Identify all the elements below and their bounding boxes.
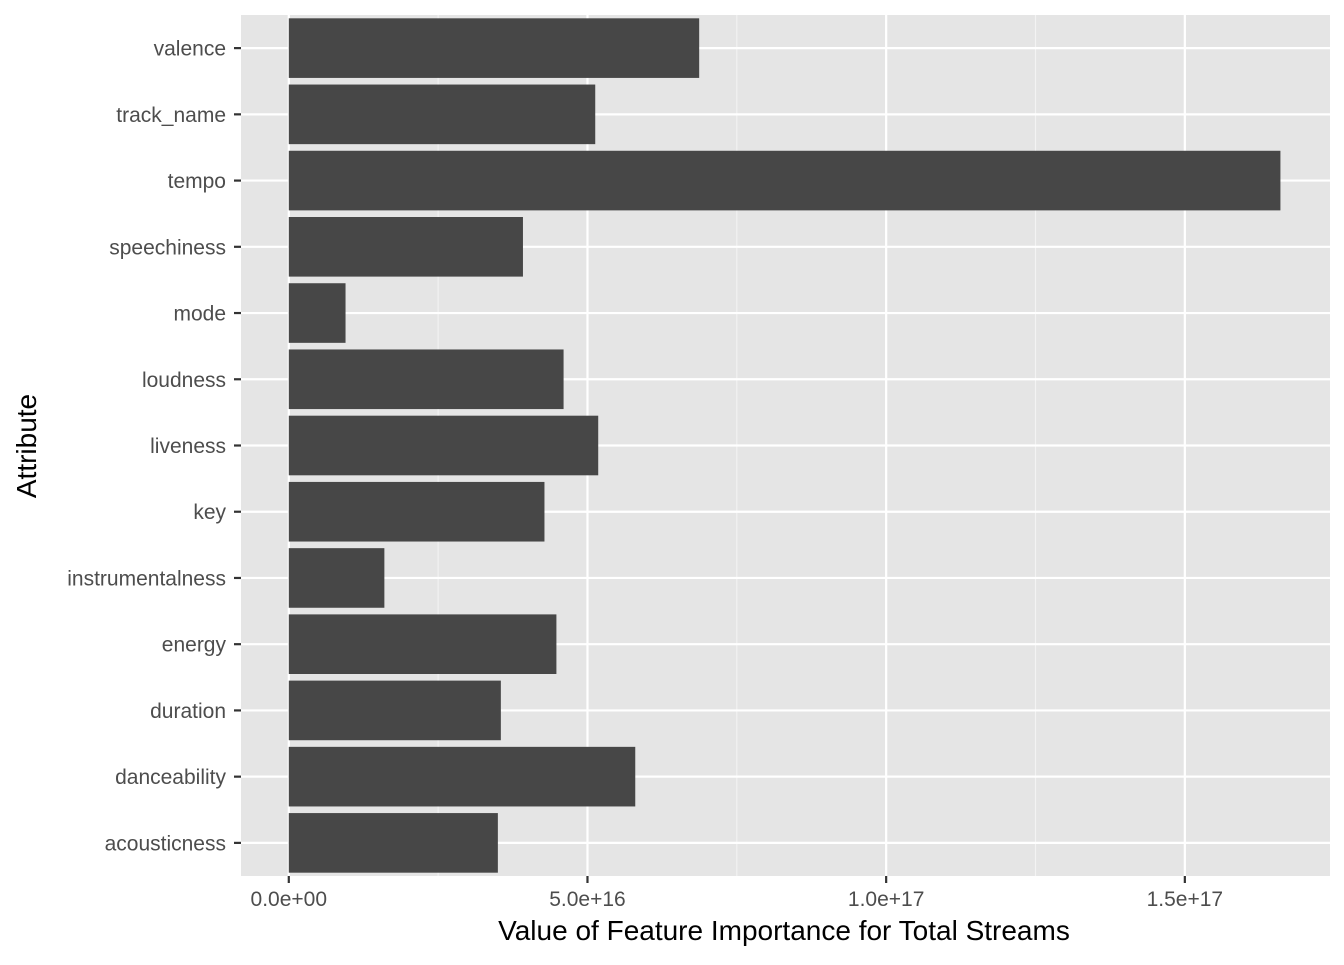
y-axis: acousticness danceability duration energy in… <box>67 38 241 855</box>
y-tick-label: speechiness <box>109 236 226 259</box>
y-tick-label: acousticness <box>105 832 226 855</box>
y-tick-label: valence <box>154 38 226 61</box>
y-tick-label: liveness <box>150 435 226 458</box>
y-tick-label: energy <box>162 634 227 657</box>
bar-instrumentalness <box>288 548 385 608</box>
y-tick-label: loudness <box>142 369 226 392</box>
y-tick-label: mode <box>173 303 226 326</box>
bar-speechiness <box>288 217 523 277</box>
y-tick-label: tempo <box>168 170 226 193</box>
bar-duration <box>288 680 501 741</box>
y-axis-title: Attribute <box>11 394 42 498</box>
x-tick-label: 1.0e+17 <box>848 888 925 911</box>
x-tick-label: 1.5e+17 <box>1147 888 1224 911</box>
y-tick-label: instrumentalness <box>67 567 226 590</box>
bar-energy <box>288 614 557 674</box>
y-tick-label: danceability <box>115 766 226 789</box>
bar-loudness <box>288 349 564 410</box>
y-tick-label: duration <box>150 700 226 723</box>
x-axis-title: Value of Feature Importance for Total St… <box>498 915 1070 946</box>
bar-acousticness <box>288 813 498 873</box>
bar-mode <box>288 283 346 343</box>
bar-valence <box>288 18 700 78</box>
y-tick-label: track_name <box>116 104 226 127</box>
bar-liveness <box>288 415 599 476</box>
bars <box>288 18 1281 873</box>
bar-key <box>288 481 545 542</box>
x-tick-label: 0.0e+00 <box>251 888 328 911</box>
bar-tempo <box>288 150 1281 211</box>
x-tick-label: 5.0e+16 <box>549 888 626 911</box>
y-tick-label: key <box>193 501 226 524</box>
x-axis: 0.0e+00 5.0e+16 1.0e+17 1.5e+17 <box>251 876 1224 911</box>
bar-track_name <box>288 84 596 145</box>
bar-danceability <box>288 746 636 807</box>
